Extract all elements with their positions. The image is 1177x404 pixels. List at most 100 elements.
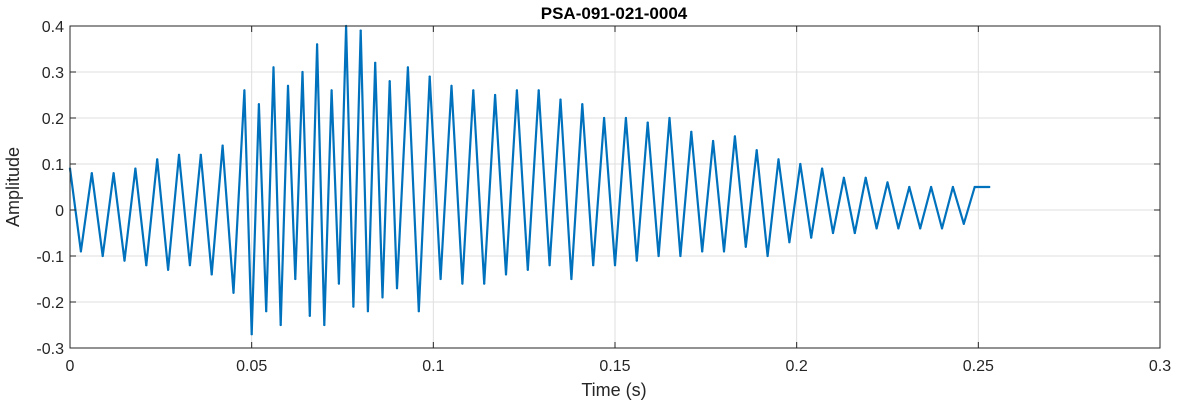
data-point	[962, 222, 965, 225]
data-point	[112, 172, 115, 175]
data-point	[988, 185, 991, 189]
data-point	[167, 268, 170, 271]
data-point	[668, 116, 671, 120]
data-point	[777, 158, 780, 161]
data-point	[613, 264, 617, 267]
data-point	[323, 323, 326, 327]
data-point	[428, 75, 431, 78]
signal-line	[68, 24, 991, 336]
data-point	[450, 84, 453, 87]
ticks: 0 0.05 0.1 0.15 0.2 0.25 0.3 -0.3 -0.2 -0.1 0 0.1 0.…	[36, 19, 1171, 375]
data-point	[973, 185, 976, 189]
data-point	[722, 250, 726, 253]
y-tick-label: -0.3	[36, 341, 64, 358]
data-point	[337, 282, 340, 285]
data-point	[766, 254, 769, 258]
data-point	[657, 254, 660, 258]
data-point	[897, 227, 900, 230]
x-tick-label: 0.3	[1149, 358, 1171, 375]
data-point	[908, 185, 911, 189]
data-point	[581, 103, 584, 106]
data-point	[679, 254, 682, 258]
data-point	[272, 66, 275, 69]
data-point	[188, 264, 191, 267]
data-point	[788, 241, 791, 244]
y-tick-label: 0.2	[42, 111, 64, 128]
data-point	[635, 259, 638, 262]
x-tick-label: 0.1	[422, 358, 444, 375]
y-tick-label: -0.2	[36, 295, 64, 312]
data-point	[646, 121, 649, 124]
data-point	[930, 185, 933, 189]
data-point	[286, 84, 290, 87]
data-point	[821, 167, 824, 170]
data-point	[483, 282, 486, 285]
data-point	[548, 264, 551, 267]
x-axis-label: Time (s)	[581, 380, 646, 400]
data-point	[417, 310, 420, 313]
y-tick-label: 0.1	[42, 157, 64, 174]
data-point	[406, 66, 409, 69]
data-point	[559, 98, 562, 101]
data-point	[472, 89, 475, 92]
data-point	[570, 277, 573, 281]
x-tick-label: 0.25	[963, 358, 994, 375]
data-point	[359, 29, 362, 32]
x-tick-label: 0.2	[786, 358, 808, 375]
x-tick-label: 0.15	[599, 358, 630, 375]
data-point	[232, 291, 235, 294]
data-point	[123, 259, 126, 262]
series-layer	[68, 24, 991, 336]
data-point	[366, 310, 369, 313]
data-point	[145, 264, 148, 267]
y-tick-label: 0.4	[42, 19, 64, 36]
data-point	[439, 277, 442, 281]
data-point	[701, 250, 704, 253]
data-point	[308, 314, 311, 317]
data-point	[875, 227, 878, 230]
data-point	[504, 273, 508, 276]
data-point	[243, 89, 246, 92]
data-point	[257, 103, 260, 106]
y-tick-label: 0.3	[42, 65, 64, 82]
data-point	[744, 245, 747, 248]
data-point	[330, 89, 333, 92]
data-point	[951, 185, 955, 189]
data-point	[301, 70, 304, 74]
data-point	[690, 130, 693, 133]
data-point	[388, 80, 391, 83]
data-point	[603, 116, 606, 120]
data-point	[250, 333, 253, 336]
data-point	[526, 268, 529, 271]
data-point	[515, 89, 519, 92]
data-point	[352, 305, 355, 308]
x-tick-label: 0	[66, 358, 75, 375]
data-point	[842, 176, 846, 179]
data-point	[265, 310, 268, 313]
data-point	[810, 236, 813, 239]
data-point	[156, 158, 159, 161]
data-point	[294, 277, 297, 281]
data-point	[799, 162, 802, 166]
y-tick-label: -0.1	[36, 249, 64, 266]
data-point	[90, 172, 93, 175]
y-tick-label: 0	[55, 203, 64, 220]
data-point	[79, 250, 82, 253]
data-point	[134, 167, 137, 170]
data-point	[494, 93, 497, 97]
data-point	[374, 61, 377, 64]
data-point	[199, 153, 202, 156]
x-tick-label: 0.05	[236, 358, 267, 375]
y-axis-label: Amplitude	[3, 147, 23, 227]
data-point	[624, 116, 628, 120]
data-point	[712, 139, 715, 143]
data-point	[101, 254, 104, 258]
data-point	[210, 273, 213, 276]
data-point	[221, 144, 224, 147]
data-point	[853, 231, 856, 235]
data-point	[733, 135, 737, 138]
data-point	[864, 176, 867, 179]
data-point	[395, 287, 399, 290]
data-point	[316, 43, 319, 46]
